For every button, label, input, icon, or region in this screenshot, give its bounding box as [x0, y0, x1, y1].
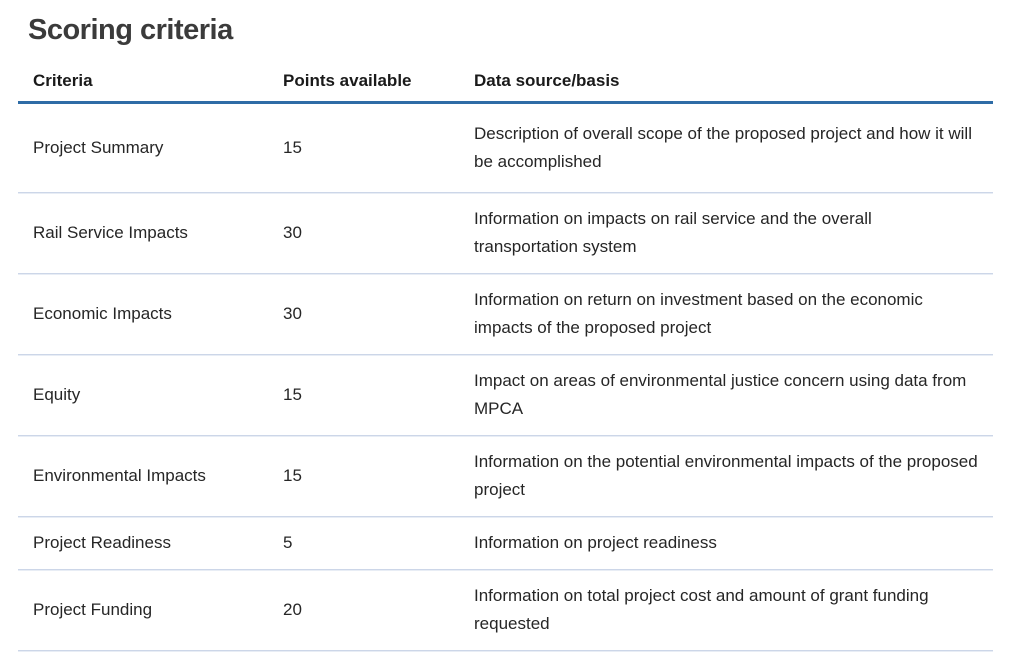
criteria-cell: Project Readiness [18, 516, 268, 570]
basis-cell: Information on return on investment base… [459, 273, 993, 355]
scoring-criteria-table: Criteria Points available Data source/ba… [18, 65, 993, 651]
page-title: Scoring criteria [28, 14, 233, 46]
table-row: Equity 15 Impact on areas of environment… [18, 354, 993, 436]
basis-cell: Information on total project cost and am… [459, 569, 993, 651]
table-row: Rail Service Impacts 30 Information on i… [18, 192, 993, 274]
table-row: Environmental Impacts 15 Information on … [18, 435, 993, 517]
points-cell: 15 [268, 102, 459, 193]
column-header-basis: Data source/basis [459, 65, 993, 104]
table-row: Project Readiness 5 Information on proje… [18, 516, 993, 570]
basis-cell: Information on impacts on rail service a… [459, 192, 993, 274]
points-cell: 15 [268, 354, 459, 436]
column-header-criteria: Criteria [18, 65, 268, 104]
points-cell: 5 [268, 516, 459, 570]
column-header-points: Points available [268, 65, 459, 104]
criteria-cell: Rail Service Impacts [18, 192, 268, 274]
criteria-cell: Project Summary [18, 102, 268, 193]
points-cell: 20 [268, 569, 459, 651]
basis-cell: Impact on areas of environmental justice… [459, 354, 993, 436]
basis-cell: Information on project readiness [459, 516, 993, 570]
table-row: Economic Impacts 30 Information on retur… [18, 273, 993, 355]
basis-cell: Information on the potential environment… [459, 435, 993, 517]
criteria-cell: Environmental Impacts [18, 435, 268, 517]
points-cell: 30 [268, 273, 459, 355]
table-row: Project Summary 15 Description of overal… [18, 102, 993, 193]
points-cell: 30 [268, 192, 459, 274]
points-cell: 15 [268, 435, 459, 517]
criteria-cell: Project Funding [18, 569, 268, 651]
table-row: Project Funding 20 Information on total … [18, 569, 993, 651]
criteria-cell: Equity [18, 354, 268, 436]
table-header-row: Criteria Points available Data source/ba… [18, 65, 993, 104]
basis-cell: Description of overall scope of the prop… [459, 102, 993, 193]
criteria-cell: Economic Impacts [18, 273, 268, 355]
